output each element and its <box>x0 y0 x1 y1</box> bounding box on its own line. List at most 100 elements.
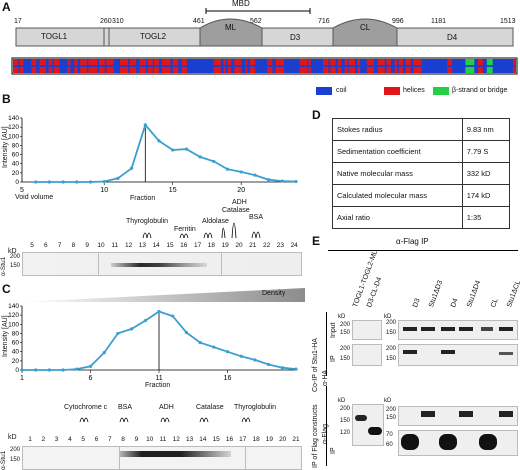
table-row: Calculated molecular mass 174 kD <box>332 184 511 207</box>
e-kd-3: kD <box>338 398 346 404</box>
blot-b-image <box>22 252 302 276</box>
chart-c-data-point <box>157 309 161 314</box>
chart-c-data-point <box>102 351 106 355</box>
marker-adh-c: ADH <box>159 404 174 411</box>
chart-b-data-point <box>280 179 284 183</box>
lane-number: 9 <box>134 436 139 443</box>
lane-number: 5 <box>30 242 34 249</box>
e-flag-blot-right-bottom <box>398 430 518 456</box>
chart-b-ytick-label: 140 <box>8 115 19 122</box>
domain-d4: D4 <box>447 33 458 42</box>
e-mw-br-70: 70 <box>386 432 393 438</box>
lane-number: 8 <box>71 242 76 249</box>
e-mw-ip-200: 200 <box>386 346 397 352</box>
chart-c-data-point <box>267 362 271 367</box>
e-kd-4: kD <box>384 398 392 404</box>
e-ip-blot-left <box>352 344 382 366</box>
chart-b-ytick-label: 120 <box>8 124 19 131</box>
lane-number: 23 <box>276 242 284 249</box>
chart-b-ytick-label: 20 <box>12 170 20 177</box>
e-ip-blot <box>398 344 518 366</box>
chart-c-data-point <box>212 345 216 349</box>
chart-b-data-point <box>102 179 106 184</box>
domain-diagram <box>11 8 518 95</box>
lane-number: 16 <box>180 242 188 249</box>
chart-c-xtick-label: 1 <box>20 375 24 380</box>
e-mw-br-60: 60 <box>386 442 393 448</box>
prop-name: Sedimentation coefficient <box>332 140 463 163</box>
blot-c-mw-150: 150 <box>10 457 21 463</box>
e-mw-l2-150: 150 <box>340 356 351 362</box>
lane-number: 3 <box>54 436 59 443</box>
table-row: Stokes radius 9.83 nm <box>332 118 511 141</box>
position-461: 461 <box>193 18 205 25</box>
e-mw-ip-150: 150 <box>386 356 397 362</box>
chart-b-data-point <box>171 148 175 152</box>
legend-coil-label: coil <box>336 87 347 94</box>
mbd-label: MBD <box>232 0 250 8</box>
position-1181: 1181 <box>431 18 447 25</box>
chart-c-data-point <box>61 368 65 372</box>
chart-c-data-point <box>88 364 93 368</box>
chart-c-data-point <box>34 368 38 372</box>
chart-c-ytick-label: 40 <box>12 349 20 356</box>
chart-b-data-point <box>253 173 257 177</box>
e-lane-d4: D4 <box>450 297 460 309</box>
legend-strand-swatch <box>433 87 449 95</box>
lane-number: 19 <box>221 242 229 249</box>
position-716: 716 <box>318 18 330 25</box>
table-row: Native molecular mass 332 kD <box>332 162 511 185</box>
e-flag-blot-right-top <box>398 406 518 426</box>
e-title-rule <box>328 250 518 251</box>
lane-number: 20 <box>235 242 243 249</box>
chart-c-ytick-label: 60 <box>12 340 20 347</box>
e-mw-bl-150: 150 <box>340 418 351 424</box>
lane-number: 12 <box>172 436 180 443</box>
blot-b-mw-150: 150 <box>10 263 21 269</box>
panel-d-label: D <box>312 108 321 122</box>
chart-b-data-point <box>212 159 216 164</box>
marker-arrows-c <box>79 417 251 423</box>
prop-value: 174 kD <box>461 184 511 207</box>
prop-value: 332 kD <box>461 162 511 185</box>
position-17: 17 <box>14 18 22 25</box>
marker-aldolase-b: Aldolase <box>202 218 229 225</box>
lane-number: 14 <box>199 436 207 443</box>
position-310: 310 <box>112 18 124 25</box>
chart-c-xtick-label: 16 <box>224 375 232 380</box>
chart-c-data-point <box>198 340 202 345</box>
chart-b-ytick-label: 0 <box>15 179 19 186</box>
lane-number: 17 <box>239 436 247 443</box>
e-input-blot-left <box>352 320 382 340</box>
chart-b-data-point <box>47 180 52 184</box>
chart-b-data-point <box>130 166 134 170</box>
properties-table: Stokes radius 9.83 nm Sedimentation coeff… <box>332 118 511 229</box>
legend-strand-label: β-strand or bridge <box>452 87 508 94</box>
lane-number: 10 <box>97 242 105 249</box>
blot-c-kd: kD <box>8 434 17 441</box>
lane-number: 17 <box>193 242 202 249</box>
chart-c-data-point <box>294 367 298 371</box>
lane-number: 6 <box>94 436 99 443</box>
lane-number: 22 <box>262 242 271 249</box>
e-input-label: Input <box>330 322 337 338</box>
panel-b-label: B <box>2 92 11 106</box>
lane-number: 19 <box>265 436 273 443</box>
marker-cytochrome-c: Cytochrome c <box>64 404 108 411</box>
lane-number: 2 <box>41 436 46 443</box>
prop-name: Stokes radius <box>332 118 463 141</box>
prop-value: 1:35 <box>461 206 511 229</box>
chart-b-data-point <box>267 178 271 182</box>
legend-helices-label: helices <box>403 87 425 94</box>
e-mw-bl-120: 120 <box>340 430 351 436</box>
lane-number: 14 <box>152 242 160 249</box>
chart-b-data-point <box>34 180 38 184</box>
chart-b-data-point <box>61 180 65 184</box>
e-kd-2: kD <box>384 314 392 320</box>
chart-c-ytick-label: 120 <box>8 312 19 319</box>
void-volume-label: Void volume <box>15 194 54 201</box>
panel-c-label: C <box>2 282 11 296</box>
e-row1-label: Co-IP of Stu1-HA <box>312 338 319 392</box>
prop-name: Calculated molecular mass <box>332 184 463 207</box>
